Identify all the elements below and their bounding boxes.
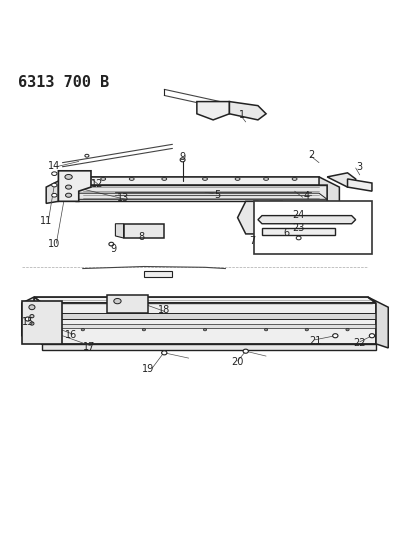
Polygon shape bbox=[34, 297, 375, 303]
Ellipse shape bbox=[109, 243, 114, 246]
Text: 12: 12 bbox=[91, 179, 103, 189]
Text: 10: 10 bbox=[48, 239, 60, 249]
Polygon shape bbox=[229, 102, 265, 120]
Text: 21: 21 bbox=[308, 336, 320, 345]
Polygon shape bbox=[367, 297, 387, 348]
Ellipse shape bbox=[243, 349, 248, 353]
Ellipse shape bbox=[30, 322, 34, 325]
Ellipse shape bbox=[203, 328, 206, 331]
Polygon shape bbox=[318, 177, 339, 204]
Polygon shape bbox=[42, 303, 375, 344]
Text: 6: 6 bbox=[283, 228, 289, 238]
Polygon shape bbox=[42, 313, 375, 319]
Text: 18: 18 bbox=[158, 305, 170, 316]
Ellipse shape bbox=[202, 177, 207, 180]
Text: 9: 9 bbox=[110, 244, 116, 254]
Text: 19: 19 bbox=[142, 364, 154, 374]
Ellipse shape bbox=[114, 298, 121, 304]
Ellipse shape bbox=[29, 305, 35, 310]
Ellipse shape bbox=[332, 334, 337, 338]
Ellipse shape bbox=[85, 155, 89, 157]
Ellipse shape bbox=[65, 185, 72, 189]
Ellipse shape bbox=[65, 174, 72, 179]
Polygon shape bbox=[261, 228, 335, 235]
Bar bbox=[253, 201, 371, 254]
Text: 22: 22 bbox=[353, 337, 365, 348]
Polygon shape bbox=[34, 297, 42, 344]
Text: 16: 16 bbox=[64, 330, 76, 340]
Text: 23: 23 bbox=[292, 223, 304, 233]
Polygon shape bbox=[22, 301, 62, 344]
Text: 4: 4 bbox=[303, 191, 309, 201]
Text: 7: 7 bbox=[248, 236, 254, 246]
Ellipse shape bbox=[295, 236, 300, 240]
Polygon shape bbox=[74, 185, 326, 201]
Polygon shape bbox=[144, 271, 172, 277]
Ellipse shape bbox=[345, 328, 348, 331]
Text: 11: 11 bbox=[40, 216, 52, 226]
Ellipse shape bbox=[30, 314, 34, 318]
Polygon shape bbox=[42, 344, 375, 350]
Text: 6313 700 B: 6313 700 B bbox=[18, 75, 109, 90]
Polygon shape bbox=[66, 185, 74, 201]
Text: 24: 24 bbox=[292, 210, 304, 220]
Ellipse shape bbox=[142, 328, 145, 331]
Text: 13: 13 bbox=[117, 193, 129, 204]
Ellipse shape bbox=[264, 328, 267, 331]
Polygon shape bbox=[261, 201, 290, 236]
Text: 5: 5 bbox=[213, 190, 220, 200]
Ellipse shape bbox=[263, 177, 268, 180]
Ellipse shape bbox=[304, 328, 308, 331]
Polygon shape bbox=[42, 324, 375, 328]
Polygon shape bbox=[257, 215, 355, 224]
Polygon shape bbox=[347, 179, 371, 191]
Polygon shape bbox=[22, 297, 34, 340]
Ellipse shape bbox=[234, 177, 239, 180]
Ellipse shape bbox=[129, 177, 134, 180]
Polygon shape bbox=[123, 224, 164, 238]
Text: 15: 15 bbox=[22, 317, 34, 327]
Text: 9: 9 bbox=[179, 152, 185, 163]
Polygon shape bbox=[115, 224, 123, 238]
Ellipse shape bbox=[162, 177, 166, 180]
Text: 20: 20 bbox=[231, 357, 243, 367]
Text: 17: 17 bbox=[83, 342, 95, 352]
Polygon shape bbox=[58, 171, 91, 201]
Polygon shape bbox=[46, 177, 66, 204]
Ellipse shape bbox=[65, 193, 72, 197]
Text: 2: 2 bbox=[307, 150, 313, 159]
Ellipse shape bbox=[101, 177, 106, 180]
Text: 8: 8 bbox=[139, 232, 145, 242]
Ellipse shape bbox=[180, 158, 184, 162]
Polygon shape bbox=[237, 201, 265, 234]
Ellipse shape bbox=[369, 334, 374, 338]
Polygon shape bbox=[107, 295, 148, 313]
Polygon shape bbox=[66, 177, 326, 185]
Text: 1: 1 bbox=[238, 110, 244, 120]
Text: 14: 14 bbox=[48, 160, 60, 171]
Ellipse shape bbox=[161, 351, 166, 355]
Ellipse shape bbox=[52, 193, 57, 197]
Ellipse shape bbox=[52, 172, 57, 175]
Ellipse shape bbox=[81, 328, 84, 331]
Ellipse shape bbox=[52, 183, 57, 187]
Ellipse shape bbox=[25, 317, 30, 321]
Polygon shape bbox=[196, 102, 229, 120]
Polygon shape bbox=[326, 173, 355, 187]
Ellipse shape bbox=[292, 177, 296, 180]
Text: 3: 3 bbox=[356, 161, 362, 172]
